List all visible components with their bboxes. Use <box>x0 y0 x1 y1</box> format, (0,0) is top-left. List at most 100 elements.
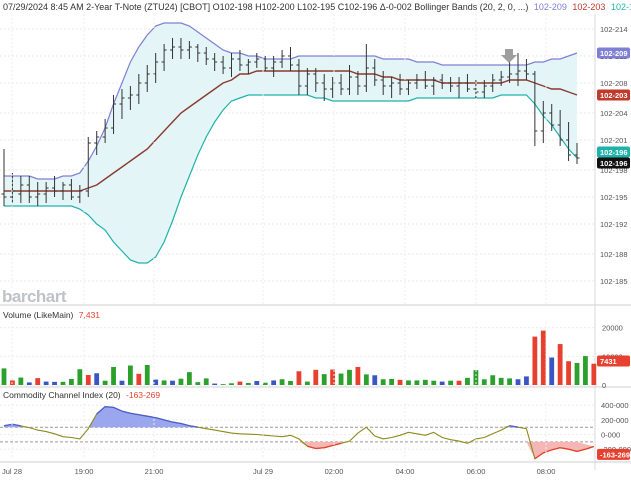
cci-extreme-segment <box>130 412 139 416</box>
cci-extreme-segment <box>96 406 106 415</box>
volume-bar <box>26 382 32 385</box>
ohlc-bar <box>549 104 555 131</box>
volume-bar <box>237 381 243 385</box>
volume-bar <box>69 378 74 385</box>
ohlc-bar <box>523 59 529 80</box>
cci-extreme-segment <box>560 447 569 450</box>
ohlc-bar <box>372 59 378 86</box>
volume-bar <box>18 377 24 385</box>
volume-bar <box>304 381 310 385</box>
cci-tick-label: 200-000 <box>601 416 629 425</box>
cci-extreme-segment <box>568 448 578 453</box>
volume-bar <box>406 380 411 385</box>
ohlc-bar <box>127 86 133 110</box>
ohlc-bar <box>490 74 496 92</box>
cci-extreme-segment <box>585 445 595 450</box>
volume-bar <box>102 380 108 385</box>
price-tick-label: 102-214 <box>600 25 628 34</box>
volume-bar <box>111 366 116 385</box>
ohlc-bar <box>35 182 41 206</box>
last-price-badge-bg <box>597 157 630 169</box>
volume-bar <box>77 369 83 385</box>
cci-last-badge-bg <box>597 448 630 460</box>
time-tick-label: 06:00 <box>467 467 486 476</box>
volume-bar <box>119 380 125 385</box>
time-tick-label: 21:00 <box>145 467 164 476</box>
cci-oversold-fill <box>4 441 594 459</box>
cci-extreme-segment <box>138 414 148 417</box>
volume-bar <box>414 380 420 385</box>
volume-bar <box>431 380 437 385</box>
volume-bar <box>296 371 302 385</box>
cci-extreme-segment <box>534 452 544 460</box>
ohlc-bar <box>422 71 428 89</box>
bb-middle-value: 102-203 <box>572 2 605 12</box>
volume-bar <box>507 378 512 385</box>
ohlc-bar <box>26 176 32 203</box>
cci-extreme-segment <box>147 415 156 419</box>
volume-last-badge-bg <box>597 355 630 367</box>
time-tick-label: Jul 28 <box>2 467 22 476</box>
volume-bar <box>532 336 538 385</box>
ohlc-bar <box>254 53 260 68</box>
volume-bar <box>161 380 167 385</box>
cci-value: -163-269 <box>126 390 160 400</box>
volume-tick-label: 0 <box>602 381 606 390</box>
cci-extreme-segment <box>315 447 325 450</box>
time-tick-label: 19:00 <box>75 467 94 476</box>
down-arrow-icon <box>501 49 517 63</box>
volume-bar <box>127 365 133 385</box>
cci-extreme-segment <box>332 442 342 447</box>
cci-extreme-segment <box>163 419 173 423</box>
svg-text:Volume (LikeMain) 7,431: Volume (LikeMain) 7,431 <box>3 310 100 320</box>
volume-bar <box>439 381 445 385</box>
bb-lower-badge-bg <box>597 146 630 158</box>
volume-bar <box>448 380 454 385</box>
cci-extreme-segment <box>189 425 198 428</box>
bb-middle-badge-bg <box>597 89 630 101</box>
volume-panel: 200001000007431 <box>0 324 631 390</box>
price-tick-label: 102-201 <box>600 136 628 145</box>
volume-bar <box>566 361 571 385</box>
bollinger-upper-line <box>4 22 578 180</box>
barchart-logo: barchart <box>2 287 67 306</box>
volume-bar <box>389 378 395 385</box>
ohlc-bar <box>439 74 445 89</box>
ohlc-bar <box>464 74 470 92</box>
volume-bar <box>43 381 49 385</box>
volume-bar <box>549 357 555 385</box>
volume-bar <box>380 379 386 385</box>
volume-bar <box>338 373 344 385</box>
bb-upper-badge-bg <box>597 47 630 59</box>
volume-bar <box>313 369 319 385</box>
volume-bar <box>372 375 378 385</box>
ohlc-bar <box>94 131 100 155</box>
volume-bar <box>60 381 66 385</box>
volume-bar <box>186 372 192 385</box>
volume-bar <box>583 356 588 385</box>
volume-bar <box>212 383 218 385</box>
ohlc-bar <box>448 77 454 92</box>
bb-lower-badge: 102-196 <box>600 148 628 157</box>
price-tick-label: 102-185 <box>600 277 628 286</box>
ohlc-bar <box>60 182 66 200</box>
ohlc-bar <box>271 56 277 77</box>
volume-bar <box>144 364 150 385</box>
volume-bar <box>481 379 487 385</box>
ohlc-bar <box>111 95 117 134</box>
cci-extreme-segment <box>12 423 21 427</box>
ohlc-bar <box>220 56 226 74</box>
ohlc-bar <box>203 47 209 65</box>
ohlc-bar <box>557 110 563 146</box>
ohlc-bar <box>507 62 513 83</box>
volume-bar <box>321 374 327 385</box>
bb-upper-value: 102-209 <box>534 2 567 12</box>
volume-bar <box>422 379 428 385</box>
volume-bar <box>498 377 504 385</box>
ohlc-bar <box>85 137 91 197</box>
price-tick-label: 102-198 <box>600 166 628 175</box>
volume-bar <box>397 379 403 385</box>
